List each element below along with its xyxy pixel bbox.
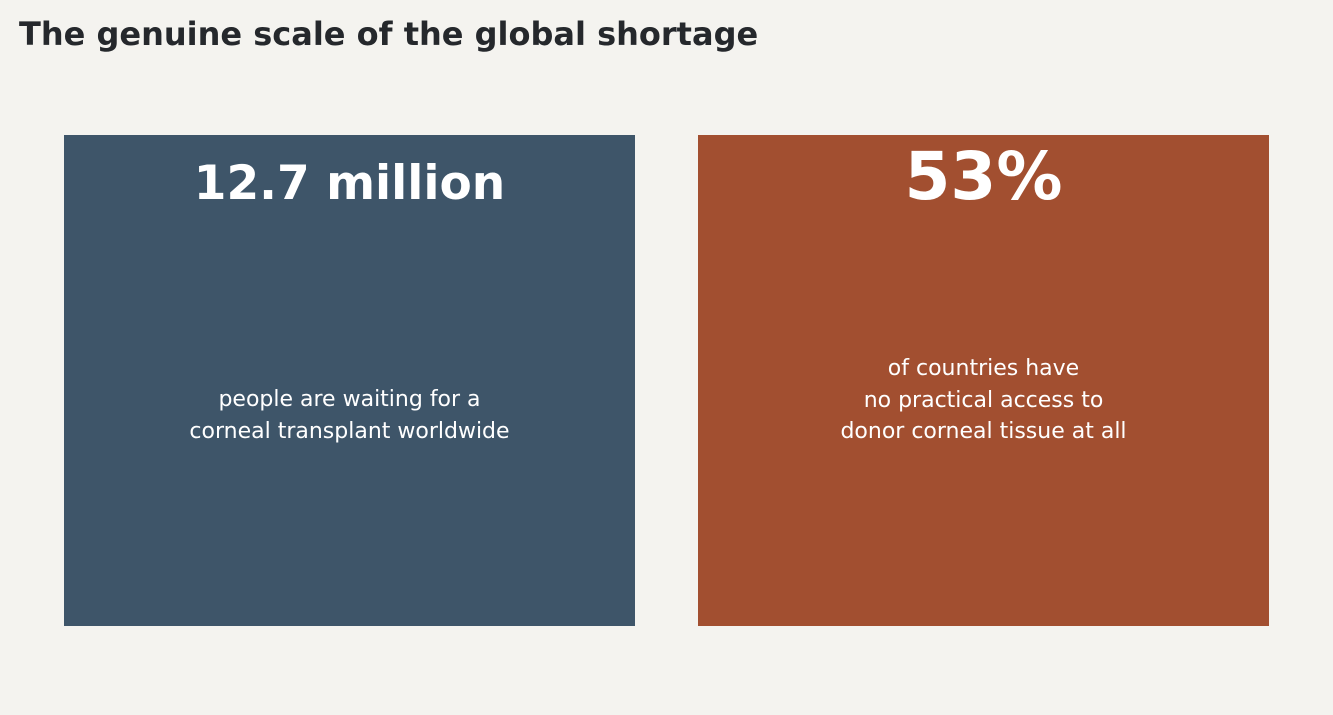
stat-caption: of countries have no practical access to… <box>698 353 1269 448</box>
page-title: The genuine scale of the global shortage <box>19 15 759 53</box>
stat-caption: people are waiting for a corneal transpl… <box>64 384 635 447</box>
stat-card-countries-access: 53% of countries have no practical acces… <box>698 135 1269 626</box>
caption-line: of countries have <box>887 356 1080 381</box>
stat-card-waiting-list: 12.7 million people are waiting for a co… <box>64 135 635 626</box>
caption-line: donor corneal tissue at all <box>840 419 1127 444</box>
stat-value: 12.7 million <box>193 156 506 211</box>
stat-value: 53% <box>904 138 1063 215</box>
caption-line: corneal transplant worldwide <box>189 418 510 444</box>
caption-line: people are waiting for a <box>218 387 481 412</box>
caption-line: no practical access to <box>863 387 1104 413</box>
